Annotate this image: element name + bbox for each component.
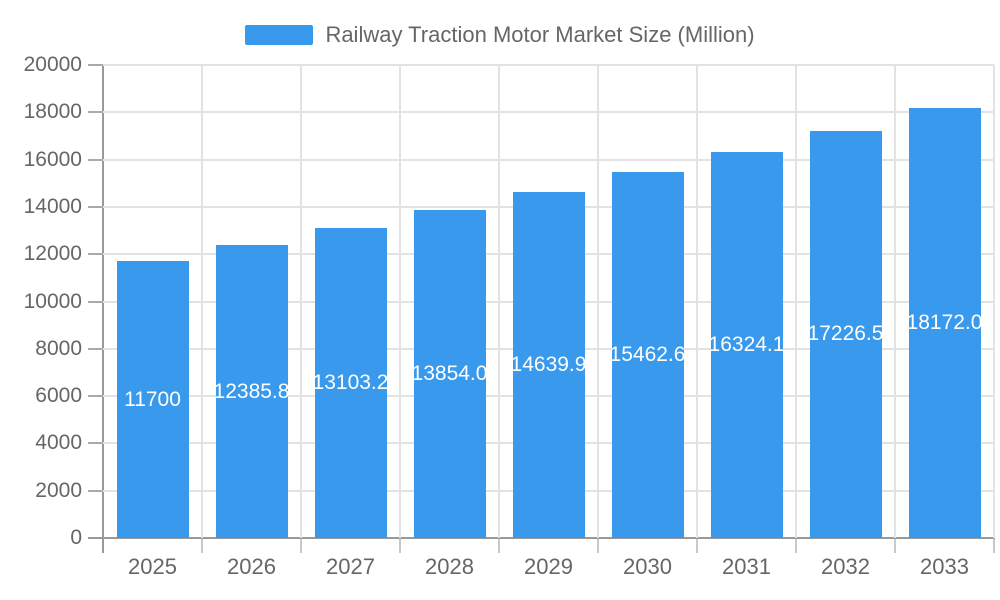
x-gridline: [201, 65, 203, 538]
x-axis-label: 2033: [920, 554, 969, 579]
x-axis-tick: [102, 539, 104, 553]
bar-value-label: 18172.0: [908, 311, 981, 335]
y-gridline: [103, 158, 994, 161]
x-axis-tick: [993, 539, 995, 553]
x-gridline: [795, 65, 797, 538]
y-gridline: [103, 111, 994, 114]
y-axis-label: 8000: [35, 336, 82, 360]
y-axis-tick: [88, 253, 103, 256]
y-axis-label: 4000: [35, 431, 82, 455]
x-gridline: [993, 65, 995, 538]
bar-value-label: 16324.1: [710, 332, 783, 356]
bar[interactable]: 13854.0: [413, 210, 486, 538]
y-axis-label: 16000: [23, 147, 82, 171]
bar[interactable]: 11700: [116, 261, 189, 538]
legend-item[interactable]: Railway Traction Motor Market Size (Mill…: [0, 22, 1000, 48]
y-axis-tick: [88, 347, 103, 350]
x-axis-label: 2025: [128, 554, 177, 579]
bar[interactable]: 18172.0: [908, 108, 981, 538]
x-gridline: [597, 65, 599, 538]
x-axis-label: 2031: [722, 554, 771, 579]
x-axis-label: 2026: [227, 554, 276, 579]
x-gridline: [894, 65, 896, 538]
y-axis-label: 6000: [35, 384, 82, 408]
x-axis-tick: [894, 539, 896, 553]
x-axis-label: 2027: [326, 554, 375, 579]
x-axis-tick: [300, 539, 302, 553]
bar[interactable]: 17226.5: [809, 130, 882, 538]
bar[interactable]: 13103.2: [314, 228, 387, 538]
x-axis-label: 2030: [623, 554, 672, 579]
plot-area: 0 2000 4000 6000 8000 10000 12000 14000 16000 180…: [24, 53, 995, 579]
x-axis-label: 2032: [821, 554, 870, 579]
x-axis-tick: [696, 539, 698, 553]
y-axis-label: 12000: [23, 242, 82, 266]
x-axis-label: 2028: [425, 554, 474, 579]
bar-value-label: 13854.0: [413, 362, 486, 386]
x-gridline: [696, 65, 698, 538]
bar-value-label: 13103.2: [314, 371, 387, 395]
x-axis-tick: [498, 539, 500, 553]
x-gridline: [399, 65, 401, 538]
y-axis-tick: [88, 395, 103, 398]
y-axis-tick: [88, 442, 103, 445]
y-axis-label: 0: [70, 526, 82, 549]
bar-value-label: 17226.5: [809, 322, 882, 346]
x-axis-label: 2029: [524, 554, 573, 579]
y-axis-label: 2000: [35, 478, 82, 502]
bar[interactable]: 16324.1: [710, 151, 783, 538]
x-axis-tick: [399, 539, 401, 553]
bar-value-label: 14639.9: [512, 352, 585, 376]
y-axis-tick: [88, 205, 103, 208]
y-axis-tick: [88, 300, 103, 303]
bar-value-label: 11700: [124, 387, 181, 411]
bar[interactable]: 14639.9: [512, 191, 585, 538]
x-axis-line: [102, 537, 995, 539]
y-axis-tick: [88, 537, 103, 539]
x-gridline: [300, 65, 302, 538]
bar-value-label: 15462.6: [611, 343, 684, 367]
y-axis-tick: [88, 64, 103, 66]
y-axis-label: 18000: [23, 100, 82, 124]
x-axis-tick: [795, 539, 797, 553]
bar-value-label: 12385.8: [215, 379, 288, 403]
x-gridline: [498, 65, 500, 538]
legend-label: Railway Traction Motor Market Size (Mill…: [325, 22, 755, 47]
y-axis-tick: [88, 489, 103, 492]
y-gridline: [103, 64, 994, 66]
legend-swatch-icon: [245, 25, 314, 45]
x-axis-tick: [597, 539, 599, 553]
y-axis-label: 14000: [23, 194, 82, 218]
x-axis-tick: [201, 539, 203, 553]
bar[interactable]: 15462.6: [611, 172, 684, 538]
y-axis-tick: [88, 158, 103, 161]
y-axis-label: 20000: [23, 53, 82, 76]
y-axis-tick: [88, 111, 103, 114]
bar[interactable]: 12385.8: [215, 245, 288, 538]
y-axis-label: 10000: [23, 289, 82, 313]
